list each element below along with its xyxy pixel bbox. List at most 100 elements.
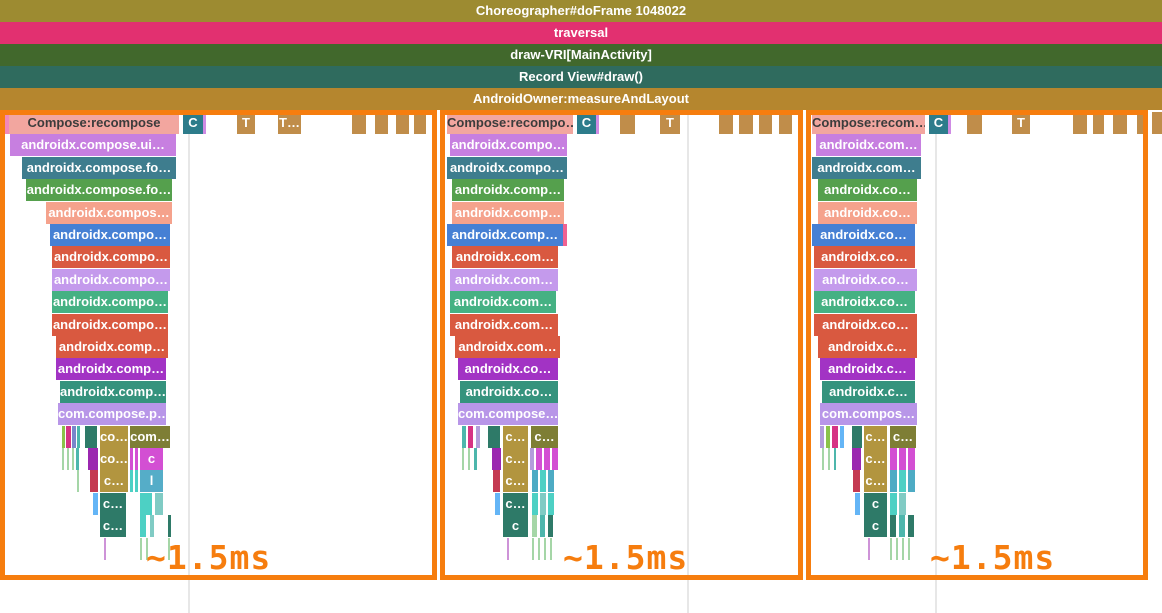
flame-slice-sliver[interactable] (908, 515, 914, 537)
flame-slice-sliver[interactable] (495, 493, 500, 515)
flame-slice-sliver[interactable] (492, 448, 501, 470)
flame-slice[interactable]: C (929, 112, 948, 134)
flame-slice[interactable]: c… (890, 426, 916, 448)
flame-slice[interactable]: c… (100, 470, 128, 492)
flame-slice[interactable]: c… (100, 515, 126, 537)
flame-slice[interactable]: androidx.co… (814, 314, 917, 336)
flame-slice[interactable]: l (140, 470, 163, 492)
flame-slice-sliver[interactable] (832, 426, 838, 448)
flame-slice-sliver[interactable] (62, 426, 65, 448)
flame-slice-sliver[interactable] (532, 538, 534, 560)
flame-slice[interactable]: androidx.compo… (52, 246, 170, 268)
flame-slice-sliver[interactable] (146, 538, 148, 560)
flame-slice-sliver[interactable] (899, 448, 906, 470)
flame-slice-sliver[interactable] (826, 426, 830, 448)
flame-slice-sliver[interactable] (890, 493, 897, 515)
flame-slice[interactable]: Compose:recom… (812, 112, 925, 134)
flame-slice-sliver[interactable] (548, 493, 554, 515)
flame-slice-sliver[interactable] (130, 470, 133, 492)
flame-slice[interactable]: androidx.co… (460, 381, 558, 403)
flame-slice-sliver[interactable] (948, 112, 951, 134)
flame-slice[interactable]: com… (130, 426, 170, 448)
flame-slice[interactable]: c… (531, 426, 558, 448)
flame-slice-sliver[interactable] (468, 426, 473, 448)
flame-slice[interactable]: c (503, 515, 528, 537)
flame-slice-sliver[interactable] (468, 448, 470, 470)
flame-slice-sliver[interactable] (544, 448, 550, 470)
flame-slice-sliver[interactable] (563, 224, 567, 246)
flame-slice-sliver[interactable] (902, 538, 904, 560)
flame-slice[interactable]: T (1012, 112, 1030, 134)
flame-slice-sliver[interactable] (620, 112, 635, 134)
slice-draw-vri[interactable]: draw-VRI[MainActivity] (0, 44, 1162, 66)
flame-slice-sliver[interactable] (779, 112, 792, 134)
flame-slice[interactable]: c… (503, 448, 528, 470)
flame-slice-sliver[interactable] (135, 448, 138, 470)
flame-slice[interactable]: c (864, 493, 887, 515)
flame-slice-sliver[interactable] (130, 448, 133, 470)
flame-slice[interactable]: androidx.co… (814, 269, 917, 291)
flame-slice-sliver[interactable] (414, 112, 426, 134)
flame-slice[interactable]: C (183, 112, 203, 134)
flame-slice-sliver[interactable] (155, 493, 163, 515)
flame-slice[interactable]: c… (503, 470, 528, 492)
flame-slice[interactable]: c… (503, 426, 528, 448)
flame-slice-sliver[interactable] (548, 515, 553, 537)
slice-record-view-draw[interactable]: Record View#draw() (0, 66, 1162, 88)
flame-slice-sliver[interactable] (66, 426, 71, 448)
flame-slice[interactable]: androidx.co… (814, 291, 915, 313)
flame-slice[interactable]: androidx.co… (818, 202, 917, 224)
flame-slice-sliver[interactable] (852, 426, 862, 448)
flame-slice-sliver[interactable] (908, 448, 915, 470)
flame-slice[interactable]: androidx.compo… (50, 224, 170, 246)
flame-slice[interactable]: com.compos… (820, 403, 917, 425)
flame-slice-sliver[interactable] (493, 470, 500, 492)
flame-slice-sliver[interactable] (840, 426, 844, 448)
flame-slice-sliver[interactable] (544, 538, 546, 560)
slice-traversal[interactable]: traversal (0, 22, 1162, 44)
flame-slice-sliver[interactable] (77, 470, 79, 492)
flame-slice[interactable]: androidx.compo… (447, 157, 567, 179)
flame-slice-sliver[interactable] (868, 538, 870, 560)
flame-slice-sliver[interactable] (908, 470, 915, 492)
flame-slice-sliver[interactable] (104, 538, 106, 560)
flame-slice-sliver[interactable] (476, 426, 480, 448)
flame-slice-sliver[interactable] (552, 448, 558, 470)
flame-slice-sliver[interactable] (488, 426, 500, 448)
flame-slice-sliver[interactable] (352, 112, 366, 134)
flame-slice-sliver[interactable] (375, 112, 388, 134)
flame-slice[interactable]: c… (503, 493, 528, 515)
flame-slice-sliver[interactable] (899, 493, 906, 515)
flame-slice-sliver[interactable] (908, 538, 910, 560)
flame-slice-sliver[interactable] (853, 470, 860, 492)
flame-slice[interactable]: T (660, 112, 680, 134)
flame-slice-sliver[interactable] (890, 470, 897, 492)
flame-slice-sliver[interactable] (72, 426, 76, 448)
flame-slice[interactable]: androidx.compos… (46, 202, 172, 224)
flame-slice-sliver[interactable] (540, 493, 546, 515)
flame-slice[interactable]: androidx.comp… (452, 179, 564, 201)
flame-slice-sliver[interactable] (90, 470, 98, 492)
flame-slice[interactable]: androidx.co… (818, 179, 917, 201)
flame-slice-sliver[interactable] (72, 448, 74, 470)
flame-slice[interactable]: T… (278, 112, 301, 134)
flame-slice[interactable]: androidx.compo… (52, 314, 168, 336)
flame-slice-sliver[interactable] (1113, 112, 1127, 134)
flame-slice[interactable]: com.compose… (458, 403, 558, 425)
flame-slice[interactable]: C (577, 112, 596, 134)
flame-slice-sliver[interactable] (140, 538, 142, 560)
flame-slice[interactable]: androidx.c… (820, 358, 915, 380)
flame-slice-sliver[interactable] (4, 112, 9, 134)
flame-slice-sliver[interactable] (203, 112, 206, 134)
flame-slice[interactable]: androidx.com… (452, 246, 558, 268)
flame-slice-sliver[interactable] (1073, 112, 1087, 134)
flame-slice-sliver[interactable] (135, 470, 138, 492)
flame-slice-sliver[interactable] (140, 493, 152, 515)
flame-slice-sliver[interactable] (540, 470, 546, 492)
flame-slice-sliver[interactable] (532, 493, 538, 515)
slice-choreographer-doframe[interactable]: Choreographer#doFrame 1048022 (0, 0, 1162, 22)
flame-slice-sliver[interactable] (855, 493, 860, 515)
flame-slice[interactable]: com.compose.p… (58, 403, 166, 425)
flame-slice[interactable]: androidx.compo… (450, 134, 567, 156)
flame-slice[interactable]: co… (100, 426, 128, 448)
